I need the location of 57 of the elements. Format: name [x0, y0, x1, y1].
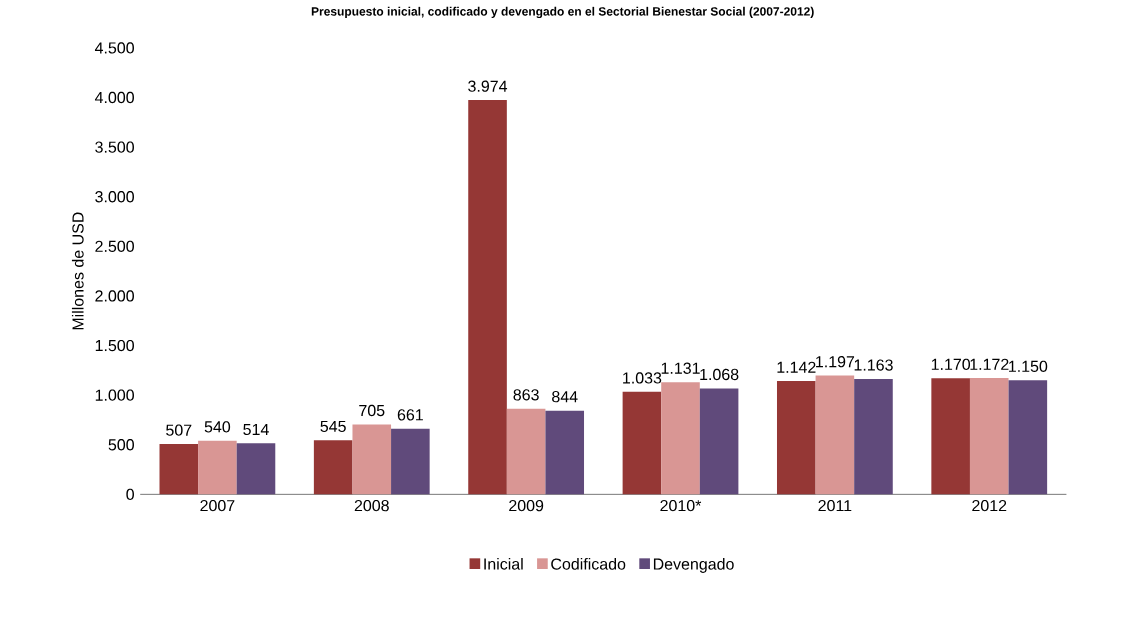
data-label: 545 — [320, 420, 346, 432]
bar — [776, 380, 816, 495]
data-label: 540 — [204, 421, 231, 433]
data-label: 3.974 — [468, 80, 508, 92]
legend-label: Devengado — [653, 557, 734, 573]
x-tick-label: 2012 — [972, 499, 1007, 512]
data-label: 1.197 — [816, 355, 855, 368]
data-label: 1.033 — [623, 372, 662, 384]
bar — [313, 440, 353, 495]
bar — [699, 388, 739, 495]
bar — [506, 408, 546, 495]
data-label: 1.068 — [700, 368, 739, 381]
bar — [159, 443, 199, 495]
bar — [622, 391, 662, 495]
y-tick-label: 3.000 — [95, 190, 134, 203]
bar — [198, 440, 237, 495]
y-tick-label: 1.000 — [95, 389, 134, 401]
y-tick-label: 2.000 — [95, 290, 134, 302]
x-tick-label: 2011 — [818, 499, 852, 512]
data-label: 844 — [552, 390, 578, 403]
data-label: 1.170 — [931, 358, 971, 370]
data-label: 1.142 — [777, 361, 816, 373]
bar — [236, 443, 276, 495]
x-tick-label: 2008 — [354, 499, 389, 512]
data-label: 705 — [359, 404, 385, 417]
bar — [815, 375, 855, 495]
legend-label: Codificado — [551, 557, 626, 570]
y-tick-label: 3.500 — [95, 141, 134, 153]
bar — [391, 428, 430, 495]
bar — [468, 99, 507, 495]
y-tick-label: 500 — [108, 438, 134, 451]
y-tick-label: 1.500 — [95, 339, 134, 352]
data-label: 507 — [166, 424, 192, 436]
bar — [931, 378, 970, 495]
bar — [969, 377, 1009, 495]
bar — [661, 382, 700, 495]
x-tick-label: 2010* — [660, 499, 702, 512]
bar — [854, 378, 893, 495]
y-tick-label: 2.500 — [95, 240, 134, 252]
legend-label: Inicial — [484, 557, 523, 570]
data-label: 1.172 — [970, 358, 1009, 370]
y-tick-label: 0 — [126, 488, 134, 500]
data-label: 661 — [397, 409, 423, 421]
y-tick-label: 4.000 — [94, 91, 134, 104]
y-axis-title: Millones de USD — [71, 212, 84, 330]
data-label: 1.131 — [661, 362, 700, 374]
x-tick-label: 2007 — [200, 499, 235, 512]
data-label: 514 — [243, 423, 269, 435]
data-label: 1.163 — [854, 359, 893, 371]
bar — [545, 410, 585, 495]
bar — [352, 424, 392, 495]
chart-title: Presupuesto inicial, codificado y devengado en el Sectorial Bienestar Social (2007-2012) — [311, 6, 814, 18]
y-tick-label: 4.500 — [94, 42, 134, 54]
data-label: 863 — [513, 389, 539, 401]
bar — [1008, 380, 1048, 495]
x-tick-label: 2009 — [509, 499, 544, 512]
data-label: 1.150 — [1009, 360, 1048, 372]
